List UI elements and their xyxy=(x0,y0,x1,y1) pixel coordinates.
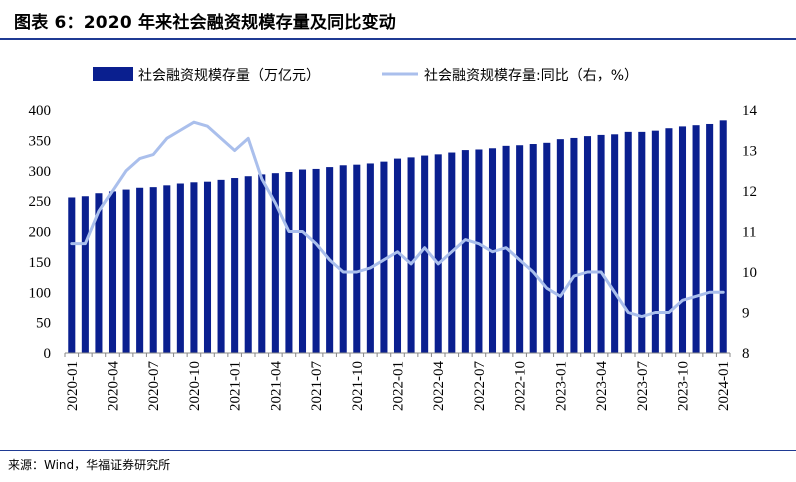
bar-2023-02 xyxy=(570,137,578,353)
yoy-growth-line xyxy=(70,120,725,319)
bar-2020-08 xyxy=(163,185,171,353)
y-left-tick-label: 100 xyxy=(29,285,52,301)
title-divider xyxy=(0,38,796,40)
bar-2021-05 xyxy=(285,171,293,353)
x-tick-label: 2022-04 xyxy=(431,361,447,411)
bar-2021-01 xyxy=(231,178,239,353)
bar-2020-10 xyxy=(190,182,198,353)
source-note: 来源：Wind，华福证券研究所 xyxy=(8,458,171,472)
x-tick-label: 2023-04 xyxy=(594,361,610,411)
bar-2022-07 xyxy=(475,149,483,353)
y-left-tick-label: 50 xyxy=(36,316,51,332)
source-divider xyxy=(0,450,796,451)
bar-2023-03 xyxy=(583,136,592,353)
bar-2023-06 xyxy=(624,131,632,353)
bar-2020-06 xyxy=(136,187,144,353)
x-tick-label: 2024-01 xyxy=(716,361,732,411)
bar-2022-04 xyxy=(434,154,442,353)
bar-2021-02 xyxy=(244,176,252,353)
bar-2021-12 xyxy=(380,161,388,353)
bar-2020-03 xyxy=(95,193,103,353)
bar-2022-11 xyxy=(529,144,537,353)
x-tick-label: 2022-10 xyxy=(513,361,529,411)
x-tick-label: 2020-04 xyxy=(106,361,122,411)
y-left-tick-label: 150 xyxy=(29,255,52,271)
x-tick-label: 2021-07 xyxy=(309,361,325,411)
bar-2020-05 xyxy=(122,189,130,353)
legend-label-bar: 社会融资规模存量（万亿元） xyxy=(138,68,320,84)
x-tick-label: 2020-07 xyxy=(146,361,162,411)
bar-2023-09 xyxy=(665,128,673,353)
x-tick-label: 2021-10 xyxy=(350,361,366,411)
y-right-tick-label: 13 xyxy=(742,144,757,160)
y-left-tick-label: 350 xyxy=(29,133,52,149)
x-tick-label: 2021-04 xyxy=(268,361,284,411)
y-right-tick-label: 14 xyxy=(742,103,758,119)
y-left-tick-label: 400 xyxy=(29,103,52,119)
bar-2021-07 xyxy=(312,168,320,353)
bar-2021-10 xyxy=(353,164,361,353)
y-left-tick-label: 200 xyxy=(29,225,52,241)
x-tick-label: 2021-01 xyxy=(228,361,244,411)
bar-2022-06 xyxy=(461,150,469,353)
y-right-tick-label: 12 xyxy=(742,184,757,200)
x-tick-label: 2020-10 xyxy=(187,361,203,411)
bar-2023-05 xyxy=(611,134,619,353)
bar-2020-07 xyxy=(149,187,157,353)
bar-2020-12 xyxy=(217,179,225,353)
bar-2021-11 xyxy=(366,163,374,353)
y-right-tick-label: 11 xyxy=(742,225,756,241)
bar-2022-03 xyxy=(421,155,429,353)
bar-2022-12 xyxy=(543,142,551,353)
bar-2021-04 xyxy=(271,173,279,353)
bar-2024-01 xyxy=(719,120,727,353)
bar-2023-11 xyxy=(692,125,700,353)
x-tick-label: 2023-07 xyxy=(635,361,651,411)
y-left-tick-label: 0 xyxy=(44,346,52,362)
bar-2023-07 xyxy=(638,131,646,353)
bar-2020-04 xyxy=(108,191,117,353)
y-right-tick-label: 10 xyxy=(742,265,757,281)
bar-2020-09 xyxy=(176,183,184,353)
bar-2021-03 xyxy=(258,174,266,353)
bar-2023-04 xyxy=(597,134,605,353)
x-tick-label: 2023-01 xyxy=(553,361,569,411)
bar-2021-06 xyxy=(298,169,307,353)
bar-2020-11 xyxy=(203,181,212,353)
bar-2021-09 xyxy=(339,165,347,353)
bar-2023-12 xyxy=(706,123,714,353)
bar-2020-01 xyxy=(68,197,76,353)
x-tick-label: 2023-10 xyxy=(676,361,692,411)
chart-title: 图表 6：2020 年来社会融资规模存量及同比变动 xyxy=(14,13,396,33)
y-right-tick-label: 9 xyxy=(742,306,750,322)
bar-2023-10 xyxy=(678,126,687,354)
bar-2022-02 xyxy=(407,157,415,353)
bar-2023-01 xyxy=(556,139,564,353)
y-left-tick-label: 300 xyxy=(29,164,52,180)
legend-swatch-bar xyxy=(93,67,133,81)
x-tick-label: 2022-07 xyxy=(472,361,488,411)
bar-2020-02 xyxy=(81,196,89,353)
x-tick-label: 2022-01 xyxy=(391,361,407,411)
legend-label-line: 社会融资规模存量:同比（右，%） xyxy=(424,68,638,84)
x-tick-label: 2020-01 xyxy=(65,361,81,411)
bar-2022-10 xyxy=(516,145,524,353)
bar-2023-08 xyxy=(651,130,659,353)
y-right-tick-label: 8 xyxy=(742,346,750,362)
bar-2022-01 xyxy=(393,158,402,353)
y-left-tick-label: 250 xyxy=(29,194,52,210)
